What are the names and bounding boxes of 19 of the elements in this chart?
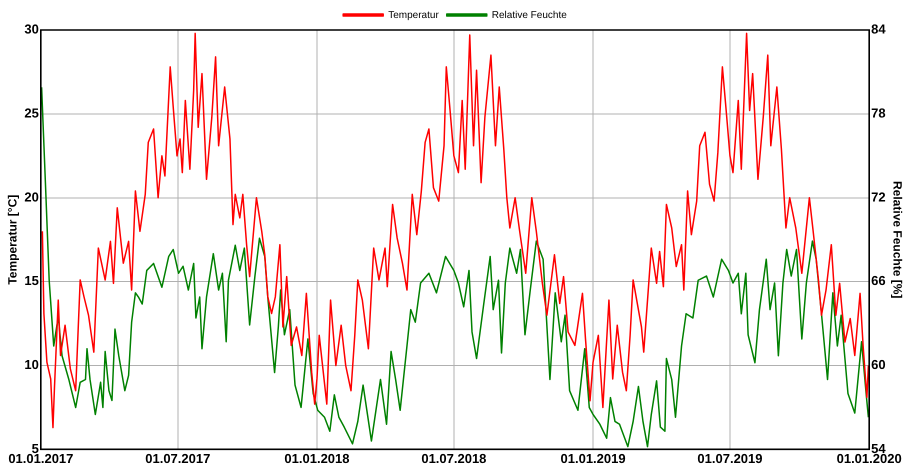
y2-tick-label: 66 xyxy=(871,273,886,288)
y2-tick-label: 84 xyxy=(871,22,886,37)
y-tick-label: 10 xyxy=(24,357,39,372)
y2-tick-label: 78 xyxy=(871,105,886,120)
x-tick-label: 01.01.2018 xyxy=(284,450,350,466)
legend-label: Relative Feuchte xyxy=(492,10,568,21)
y-tick-label: 25 xyxy=(24,105,39,120)
x-tick-label: 01.07.2017 xyxy=(145,450,210,466)
y2-tick-label: 72 xyxy=(871,189,886,204)
x-tick-label: 01.01.2019 xyxy=(560,450,626,466)
y2-axis-title: Relative Feuchte [%] xyxy=(890,181,904,298)
y-axis-title: Temperatur [°C] xyxy=(6,194,20,285)
y-tick-label: 15 xyxy=(24,273,39,288)
y-tick-label: 20 xyxy=(24,189,39,204)
legend-label: Temperatur xyxy=(388,10,440,21)
x-tick-label: 01.07.2018 xyxy=(421,450,486,466)
y-tick-label: 30 xyxy=(24,22,39,37)
x-tick-label: 01.07.2019 xyxy=(697,450,762,466)
y2-tick-label: 60 xyxy=(871,357,886,372)
